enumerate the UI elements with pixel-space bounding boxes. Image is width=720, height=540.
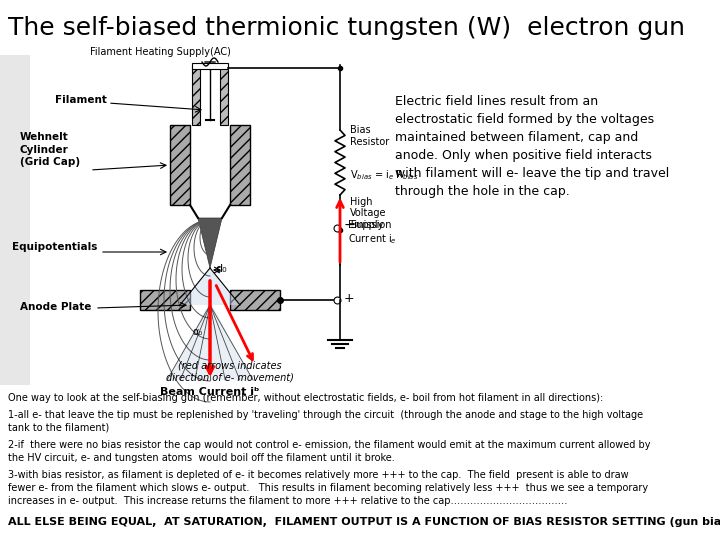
Text: Electric field lines result from an
electrostatic field formed by the voltages
m: Electric field lines result from an elec…: [395, 95, 670, 198]
Bar: [230, 125, 250, 205]
Text: Filament: Filament: [55, 95, 107, 105]
Text: One way to look at the self-biasing gun (remember, without electrostatic fields,: One way to look at the self-biasing gun …: [8, 393, 603, 403]
Bar: [140, 290, 190, 310]
Text: −: −: [344, 218, 356, 232]
Text: α₀: α₀: [193, 327, 203, 337]
Text: Equipotentials: Equipotentials: [12, 242, 97, 252]
Text: ALL ELSE BEING EQUAL,  AT SATURATION,  FILAMENT OUTPUT IS A FUNCTION OF BIAS RES: ALL ELSE BEING EQUAL, AT SATURATION, FIL…: [8, 517, 720, 527]
Text: Anode Plate: Anode Plate: [20, 302, 91, 312]
Text: Beam Current iᵇ: Beam Current iᵇ: [161, 387, 260, 397]
Bar: [192, 63, 228, 69]
Bar: [192, 65, 200, 125]
Text: d₀: d₀: [215, 264, 227, 274]
Text: High
Voltage
Supply: High Voltage Supply: [350, 197, 387, 230]
Text: 2-if  there were no bias resistor the cap would not control e- emission, the fil: 2-if there were no bias resistor the cap…: [8, 440, 650, 463]
Text: (red arrows indicates
direction of e- movement): (red arrows indicates direction of e- mo…: [166, 360, 294, 382]
Polygon shape: [180, 268, 240, 305]
Text: The self-biased thermionic tungsten (W)  electron gun: The self-biased thermionic tungsten (W) …: [8, 16, 685, 40]
Text: +: +: [344, 292, 355, 305]
Text: 3-with bias resistor, as filament is depleted of e- it becomes relatively more +: 3-with bias resistor, as filament is dep…: [8, 470, 648, 505]
Text: Emission
Current i$_e$: Emission Current i$_e$: [348, 220, 397, 246]
Bar: [170, 125, 190, 205]
Polygon shape: [198, 218, 222, 268]
Text: Bias
Resistor: Bias Resistor: [350, 125, 390, 147]
Polygon shape: [167, 305, 253, 380]
FancyBboxPatch shape: [0, 55, 30, 385]
Text: Wehnelt
Cylinder
(Grid Cap): Wehnelt Cylinder (Grid Cap): [20, 132, 80, 167]
Text: Filament Heating Supply(AC): Filament Heating Supply(AC): [89, 47, 230, 57]
Bar: [230, 290, 280, 310]
Text: V$_{bias}$ = i$_e$ R$_{bias}$: V$_{bias}$ = i$_e$ R$_{bias}$: [350, 168, 418, 182]
Bar: [220, 65, 228, 125]
Text: 1-all e- that leave the tip must be replenished by 'traveling' through the circu: 1-all e- that leave the tip must be repl…: [8, 410, 643, 433]
